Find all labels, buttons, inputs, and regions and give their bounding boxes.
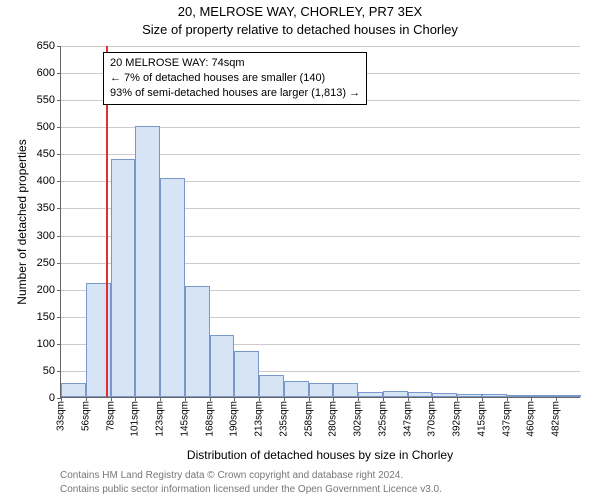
annotation-line-3: 93% of semi-detached houses are larger (… — [110, 86, 360, 101]
x-tick: 56sqm — [80, 397, 91, 431]
y-tick: 200 — [37, 284, 61, 296]
x-tick: 145sqm — [179, 397, 190, 437]
x-tick: 168sqm — [204, 397, 215, 437]
annotation-box: 20 MELROSE WAY: 74sqm ← 7% of detached h… — [103, 52, 367, 105]
histogram-bar — [284, 381, 309, 397]
x-tick: 101sqm — [130, 397, 141, 437]
x-tick: 190sqm — [229, 397, 240, 437]
x-tick: 280sqm — [328, 397, 339, 437]
x-tick: 392sqm — [452, 397, 463, 437]
y-tick: 350 — [37, 202, 61, 214]
y-tick: 600 — [37, 67, 61, 79]
x-tick: 325sqm — [377, 397, 388, 437]
histogram-bar — [185, 286, 210, 397]
histogram-bar — [234, 351, 259, 397]
histogram-bar — [61, 383, 86, 397]
y-tick: 400 — [37, 175, 61, 187]
title-main: 20, MELROSE WAY, CHORLEY, PR7 3EX — [0, 4, 600, 19]
x-tick: 460sqm — [526, 397, 537, 437]
histogram-bar — [259, 375, 284, 397]
gridline — [61, 46, 580, 47]
plot-area: 0501001502002503003504004505005506006503… — [60, 46, 580, 398]
footer-line-1: Contains HM Land Registry data © Crown c… — [60, 470, 403, 481]
chart-container: 20, MELROSE WAY, CHORLEY, PR7 3EX Size o… — [0, 0, 600, 500]
histogram-bar — [135, 126, 160, 397]
x-tick: 213sqm — [254, 397, 265, 437]
histogram-bar — [210, 335, 235, 397]
footer-line-2: Contains public sector information licen… — [60, 484, 442, 495]
x-tick: 437sqm — [501, 397, 512, 437]
histogram-bar — [160, 178, 185, 397]
histogram-bar — [111, 159, 136, 397]
title-sub: Size of property relative to detached ho… — [0, 22, 600, 37]
x-axis-label: Distribution of detached houses by size … — [60, 448, 580, 462]
x-tick: 33sqm — [56, 397, 67, 431]
x-tick: 370sqm — [427, 397, 438, 437]
y-tick: 150 — [37, 311, 61, 323]
y-tick: 250 — [37, 257, 61, 269]
x-tick: 415sqm — [476, 397, 487, 437]
y-tick: 500 — [37, 121, 61, 133]
x-tick: 482sqm — [551, 397, 562, 437]
y-tick: 650 — [37, 40, 61, 52]
annotation-line-1: 20 MELROSE WAY: 74sqm — [110, 56, 360, 71]
histogram-bar — [309, 383, 334, 397]
histogram-bar — [333, 383, 358, 397]
annotation-line-2: ← 7% of detached houses are smaller (140… — [110, 71, 360, 86]
x-tick: 123sqm — [155, 397, 166, 437]
x-tick: 235sqm — [278, 397, 289, 437]
y-tick: 550 — [37, 94, 61, 106]
y-tick: 300 — [37, 230, 61, 242]
x-tick: 347sqm — [402, 397, 413, 437]
y-axis-label: Number of detached properties — [15, 82, 29, 362]
x-tick: 258sqm — [303, 397, 314, 437]
y-tick: 100 — [37, 338, 61, 350]
y-tick: 50 — [43, 365, 61, 377]
x-tick: 302sqm — [353, 397, 364, 437]
x-tick: 78sqm — [105, 397, 116, 431]
y-tick: 450 — [37, 148, 61, 160]
